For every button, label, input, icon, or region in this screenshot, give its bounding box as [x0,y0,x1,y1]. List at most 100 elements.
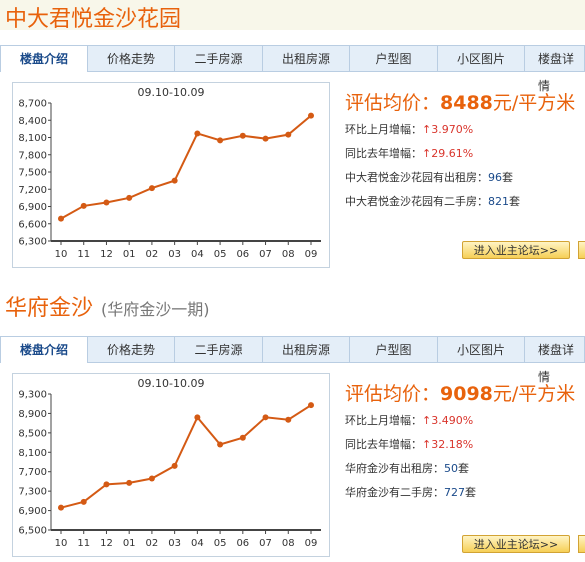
rental-unit: 套 [458,462,469,475]
x-tick-label: 11 [77,538,90,549]
data-point [194,130,201,137]
avg-price: 评估均价：9098元/平方米 [345,379,585,409]
data-point [239,132,246,139]
x-tick-label: 12 [100,538,113,549]
tab-resale[interactable]: 二手房源 [175,336,263,363]
tab-price-trend[interactable]: 价格走势 [88,336,175,363]
y-tick-label: 7,500 [18,168,47,179]
extra-button[interactable] [578,535,585,553]
y-tick-label: 8,700 [18,99,47,110]
tab-price-trend[interactable]: 价格走势 [88,45,175,72]
mom-value: 3.490% [431,414,474,427]
mom-change: 环比上月增幅：↑3.490% [345,409,585,433]
y-tick-label: 7,300 [18,487,47,498]
arrow-up-icon: ↑ [422,438,432,451]
data-point [126,194,133,201]
price-series-line [60,114,312,220]
property-title-bar: 中大君悦金沙花园 [0,0,585,32]
yoy-value: 32.18% [431,438,474,451]
y-tick-label: 6,900 [18,202,47,213]
y-tick-label: 7,700 [18,467,47,478]
resale-count: 华府金沙有二手房：727套 [345,481,585,505]
tab-details[interactable]: 楼盘详情 [525,45,585,93]
rental-count-link[interactable]: 50 [444,462,458,475]
rental-count-link[interactable]: 96 [488,171,502,184]
property-block-1: 中大君悦金沙花园 楼盘介绍 价格走势 二手房源 出租房源 户型图 小区图片 楼盘… [0,0,585,272]
tab-intro[interactable]: 楼盘介绍 [0,336,88,363]
tab-photos[interactable]: 小区图片 [438,336,525,363]
y-tick-label: 8,400 [18,116,47,127]
resale-count-link[interactable]: 821 [488,195,509,208]
yoy-change: 同比去年增幅：↑29.61% [345,142,585,166]
resale-count-link[interactable]: 727 [444,486,465,499]
data-point [103,199,110,206]
chart-title: 09.10-10.09 [138,377,205,390]
resale-count: 中大君悦金沙花园有二手房：821套 [345,190,585,214]
data-point [285,416,292,423]
x-tick-label: 06 [236,249,249,260]
data-point [58,215,64,222]
yoy-label: 同比去年增幅： [345,147,422,160]
property-tabs: 楼盘介绍 价格走势 二手房源 出租房源 户型图 小区图片 楼盘详情 [0,336,585,384]
tab-photos[interactable]: 小区图片 [438,45,525,72]
property-title[interactable]: 中大君悦金沙花园 [5,7,182,32]
data-point [308,112,314,119]
rental-count: 中大君悦金沙花园有出租房：96套 [345,166,585,190]
price-chart: 09.10-10.09 8,700 8,400 8,100 7,800 7,500 7,20… [12,82,330,268]
mom-change: 环比上月增幅：↑3.970% [345,118,585,142]
owner-forum-button[interactable]: 进入业主论坛>> [462,241,570,259]
rental-label: 中大君悦金沙花园有出租房： [345,171,488,184]
property-subtitle: (华府金沙一期) [101,300,210,319]
tab-rental[interactable]: 出租房源 [263,45,350,72]
price-chart: 09.10-10.09 9,300 8,900 8,500 8,100 7,700 7,30… [12,373,330,557]
owner-forum-button[interactable]: 进入业主论坛>> [462,535,570,553]
x-tick-label: 12 [100,249,113,260]
extra-button[interactable] [578,241,585,259]
x-tick-label: 01 [123,538,136,549]
avg-price-unit: 元/平方米 [492,383,576,405]
y-tick-label: 8,500 [18,428,47,439]
data-point [217,441,224,448]
arrow-up-icon: ↑ [422,147,432,160]
resale-label: 中大君悦金沙花园有二手房： [345,195,488,208]
data-point [171,177,178,184]
avg-price-label: 评估均价： [345,383,441,405]
data-point [103,481,110,488]
price-series-line [60,404,312,509]
x-tick-label: 05 [214,249,227,260]
tab-resale[interactable]: 二手房源 [175,45,263,72]
data-point [239,434,246,441]
x-tick-label: 04 [191,249,204,260]
x-tick-label: 07 [259,538,272,549]
x-tick-label: 02 [146,538,159,549]
x-tick-label: 03 [168,538,181,549]
yoy-change: 同比去年增幅：↑32.18% [345,433,585,457]
tab-details[interactable]: 楼盘详情 [525,336,585,384]
data-point [148,185,155,192]
mom-label: 环比上月增幅： [345,414,422,427]
y-tick-label: 6,500 [18,526,47,537]
x-tick-label: 10 [55,538,68,549]
data-point [285,131,292,138]
tab-floorplans[interactable]: 户型图 [350,45,438,72]
resale-label: 华府金沙有二手房： [345,486,444,499]
property-title-text[interactable]: 华府金沙 [5,296,94,321]
property-block-2: 华府金沙 (华府金沙一期) 楼盘介绍 价格走势 二手房源 出租房源 户型图 小区图… [0,283,585,562]
price-info: 评估均价：8488元/平方米 环比上月增幅：↑3.970% 同比去年增幅：↑29… [345,88,585,214]
property-title: 华府金沙 (华府金沙一期) [5,290,210,322]
x-tick-label: 11 [77,249,90,260]
y-tick-label: 6,600 [18,219,47,230]
data-point [148,475,155,482]
chart-title: 09.10-10.09 [138,86,205,99]
y-tick-label: 8,900 [18,409,47,420]
tab-intro[interactable]: 楼盘介绍 [0,45,88,72]
rental-unit: 套 [502,171,513,184]
data-point [308,402,314,409]
tab-floorplans[interactable]: 户型图 [350,336,438,363]
x-tick-label: 08 [282,538,295,549]
yoy-label: 同比去年增幅： [345,438,422,451]
tab-rental[interactable]: 出租房源 [263,336,350,363]
x-tick-label: 06 [236,538,249,549]
price-line-chart: 09.10-10.09 8,700 8,400 8,100 7,800 7,500 7,20… [18,86,321,260]
x-tick-label: 10 [55,249,68,260]
